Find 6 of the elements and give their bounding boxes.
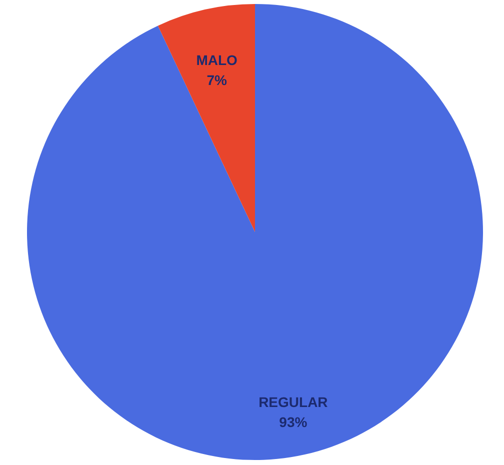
- data-label: 93%: [279, 414, 308, 430]
- pie-slice: [158, 4, 255, 232]
- slice-label: REGULAR: [258, 394, 328, 410]
- slice-label: MALO: [196, 52, 238, 68]
- data-label: 7%: [206, 72, 228, 88]
- pie-slice: [27, 4, 483, 460]
